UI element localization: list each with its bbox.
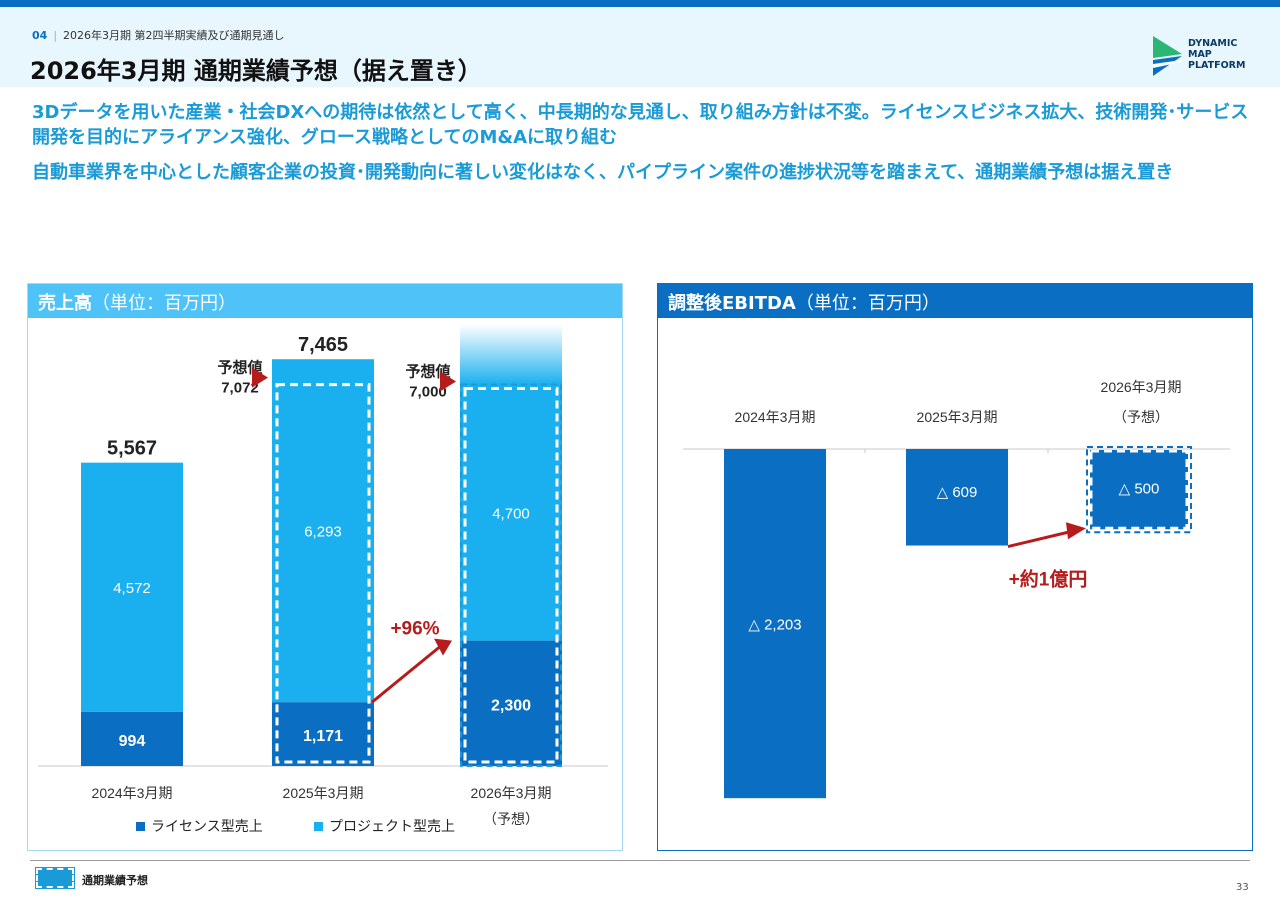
logo-line-1: DYNAMIC bbox=[1188, 38, 1238, 49]
sales-forecast-outer-3 bbox=[460, 383, 562, 767]
sales-category-1: 2024年3月期 bbox=[92, 785, 173, 801]
ebitda-panel-title: 調整後EBITDA bbox=[668, 293, 796, 314]
footer-divider bbox=[30, 860, 1250, 861]
ebitda-bar-3 bbox=[1090, 450, 1188, 530]
arrow-head-icon bbox=[434, 638, 452, 656]
sales-bar-license-1 bbox=[81, 711, 183, 766]
ebitda-arrow-head-icon bbox=[1066, 522, 1086, 540]
sales-bar-project-1 bbox=[81, 462, 183, 712]
logo-mark-icon bbox=[1153, 36, 1182, 76]
forecast-legend-swatch bbox=[35, 867, 75, 889]
ebitda-panel-header: 調整後EBITDA（単位：百万円） bbox=[658, 284, 1252, 318]
sales-forecast-caption-3: 予想値 bbox=[405, 363, 450, 381]
sales-category-3: 2026年3月期 bbox=[471, 785, 552, 801]
sales-label-license-2: 1,171 bbox=[303, 728, 343, 745]
sales-growth-arrow bbox=[371, 645, 441, 704]
page-title: 2026年3月期 通期業績予想（据え置き） bbox=[30, 57, 482, 85]
ebitda-bar-1 bbox=[724, 449, 826, 799]
sales-forecast-outline-2 bbox=[275, 383, 371, 764]
ebitda-category-3: 2026年3月期 bbox=[1101, 379, 1182, 395]
sales-label-project-3: 4,700 bbox=[492, 506, 530, 523]
sales-total-2: 7,465 bbox=[298, 334, 348, 356]
sales-bar-license-3 bbox=[460, 640, 562, 766]
ebitda-value-label-1: △ 2,203 bbox=[748, 617, 801, 634]
sales-panel-unit: （単位：百万円） bbox=[92, 293, 236, 314]
ebitda-improvement-arrow bbox=[1007, 530, 1069, 548]
logo-line-3: PLATFORM bbox=[1188, 60, 1246, 71]
ebitda-category-1: 2024年3月期 bbox=[735, 409, 816, 425]
breadcrumb: 04 | 2026年3月期 第2四半期実績及び通期見通し bbox=[32, 29, 285, 42]
sales-bar3-fade bbox=[460, 324, 562, 385]
ebitda-value-label-3: △ 500 bbox=[1119, 481, 1160, 498]
sales-forecast-value-3: 7,000 bbox=[409, 384, 447, 401]
page-header: 04 | 2026年3月期 第2四半期実績及び通期見通し 2026年3月期 通期業績… bbox=[0, 7, 1280, 87]
sales-category-sub-3: （予想） bbox=[483, 811, 539, 827]
ebitda-bar-2 bbox=[906, 449, 1008, 546]
sales-category-2: 2025年3月期 bbox=[283, 785, 364, 801]
sales-bar-project-2 bbox=[272, 359, 374, 703]
ebitda-panel: 調整後EBITDA（単位：百万円） △ 2,203 2024年3月期 △ 609 20… bbox=[657, 283, 1253, 851]
lead-text-1: 3Dデータを用いた産業・社会DXへの期待は依然として高く、中長期的な見通し、取り… bbox=[32, 102, 1249, 148]
sales-panel-title: 売上高 bbox=[38, 293, 92, 314]
sales-chart: 994 4,572 2024年3月期 5,567 1,171 6,293 2025年3月期 7… bbox=[38, 324, 608, 834]
ebitda-value-label-2: △ 609 bbox=[937, 484, 978, 501]
legend-label-1: ライセンス型売上 bbox=[151, 818, 263, 834]
sales-forecast-caption-2: 予想値 bbox=[217, 359, 262, 377]
lead-text-2: 自動車業界を中心とした顧客企業の投資･開発動向に著しい変化はなく、パイプライン案… bbox=[32, 162, 1174, 183]
sales-bar-license-2 bbox=[272, 702, 374, 766]
ebitda-category-2: 2025年3月期 bbox=[917, 409, 998, 425]
forecast-legend-label: 通期業績予想 bbox=[82, 874, 148, 887]
ebitda-improvement-annotation: +約1億円 bbox=[1009, 568, 1088, 591]
sales-label-project-2: 6,293 bbox=[304, 524, 342, 541]
sales-panel: 売上高（単位：百万円） 994 4,572 2024年3月期 5,567 1,171 6,… bbox=[27, 283, 623, 851]
sales-label-license-1: 994 bbox=[119, 733, 146, 750]
logo-line-2: MAP bbox=[1188, 49, 1212, 60]
logo-text: DYNAMIC MAP PLATFORM bbox=[1188, 38, 1245, 71]
sales-total-1: 5,567 bbox=[107, 438, 157, 460]
sales-growth-annotation: +96% bbox=[390, 619, 439, 640]
sales-forecast-outline-3 bbox=[463, 387, 559, 764]
breadcrumb-text: 2026年3月期 第2四半期実績及び通期見通し bbox=[63, 29, 285, 42]
sales-forecast-value-2: 7,072 bbox=[221, 380, 259, 397]
ebitda-category-sub-3: （予想） bbox=[1113, 409, 1169, 425]
page-number-badge: 04 bbox=[32, 29, 48, 42]
top-accent-bar bbox=[0, 0, 1280, 7]
legend-label-2: プロジェクト型売上 bbox=[329, 818, 455, 834]
forecast-pointer-icon-3 bbox=[440, 371, 456, 392]
ebitda-forecast-outer-3 bbox=[1086, 446, 1192, 534]
sales-bar-project-3 bbox=[460, 384, 562, 641]
sales-panel-header: 売上高（単位：百万円） bbox=[28, 284, 622, 318]
ebitda-chart: △ 2,203 2024年3月期 △ 609 2025年3月期 △ 500 2026年3月… bbox=[683, 379, 1230, 799]
ebitda-panel-unit: （単位：百万円） bbox=[795, 293, 940, 314]
sales-label-project-1: 4,572 bbox=[113, 580, 151, 597]
sales-label-license-3: 2,300 bbox=[491, 697, 531, 714]
ebitda-forecast-outline-3 bbox=[1089, 449, 1189, 530]
forecast-pointer-icon-2 bbox=[252, 367, 268, 388]
page-number: 33 bbox=[1236, 882, 1249, 893]
legend-swatch-2 bbox=[314, 822, 323, 831]
company-logo: DYNAMIC MAP PLATFORM bbox=[1150, 34, 1260, 82]
legend-swatch-1 bbox=[136, 822, 145, 831]
